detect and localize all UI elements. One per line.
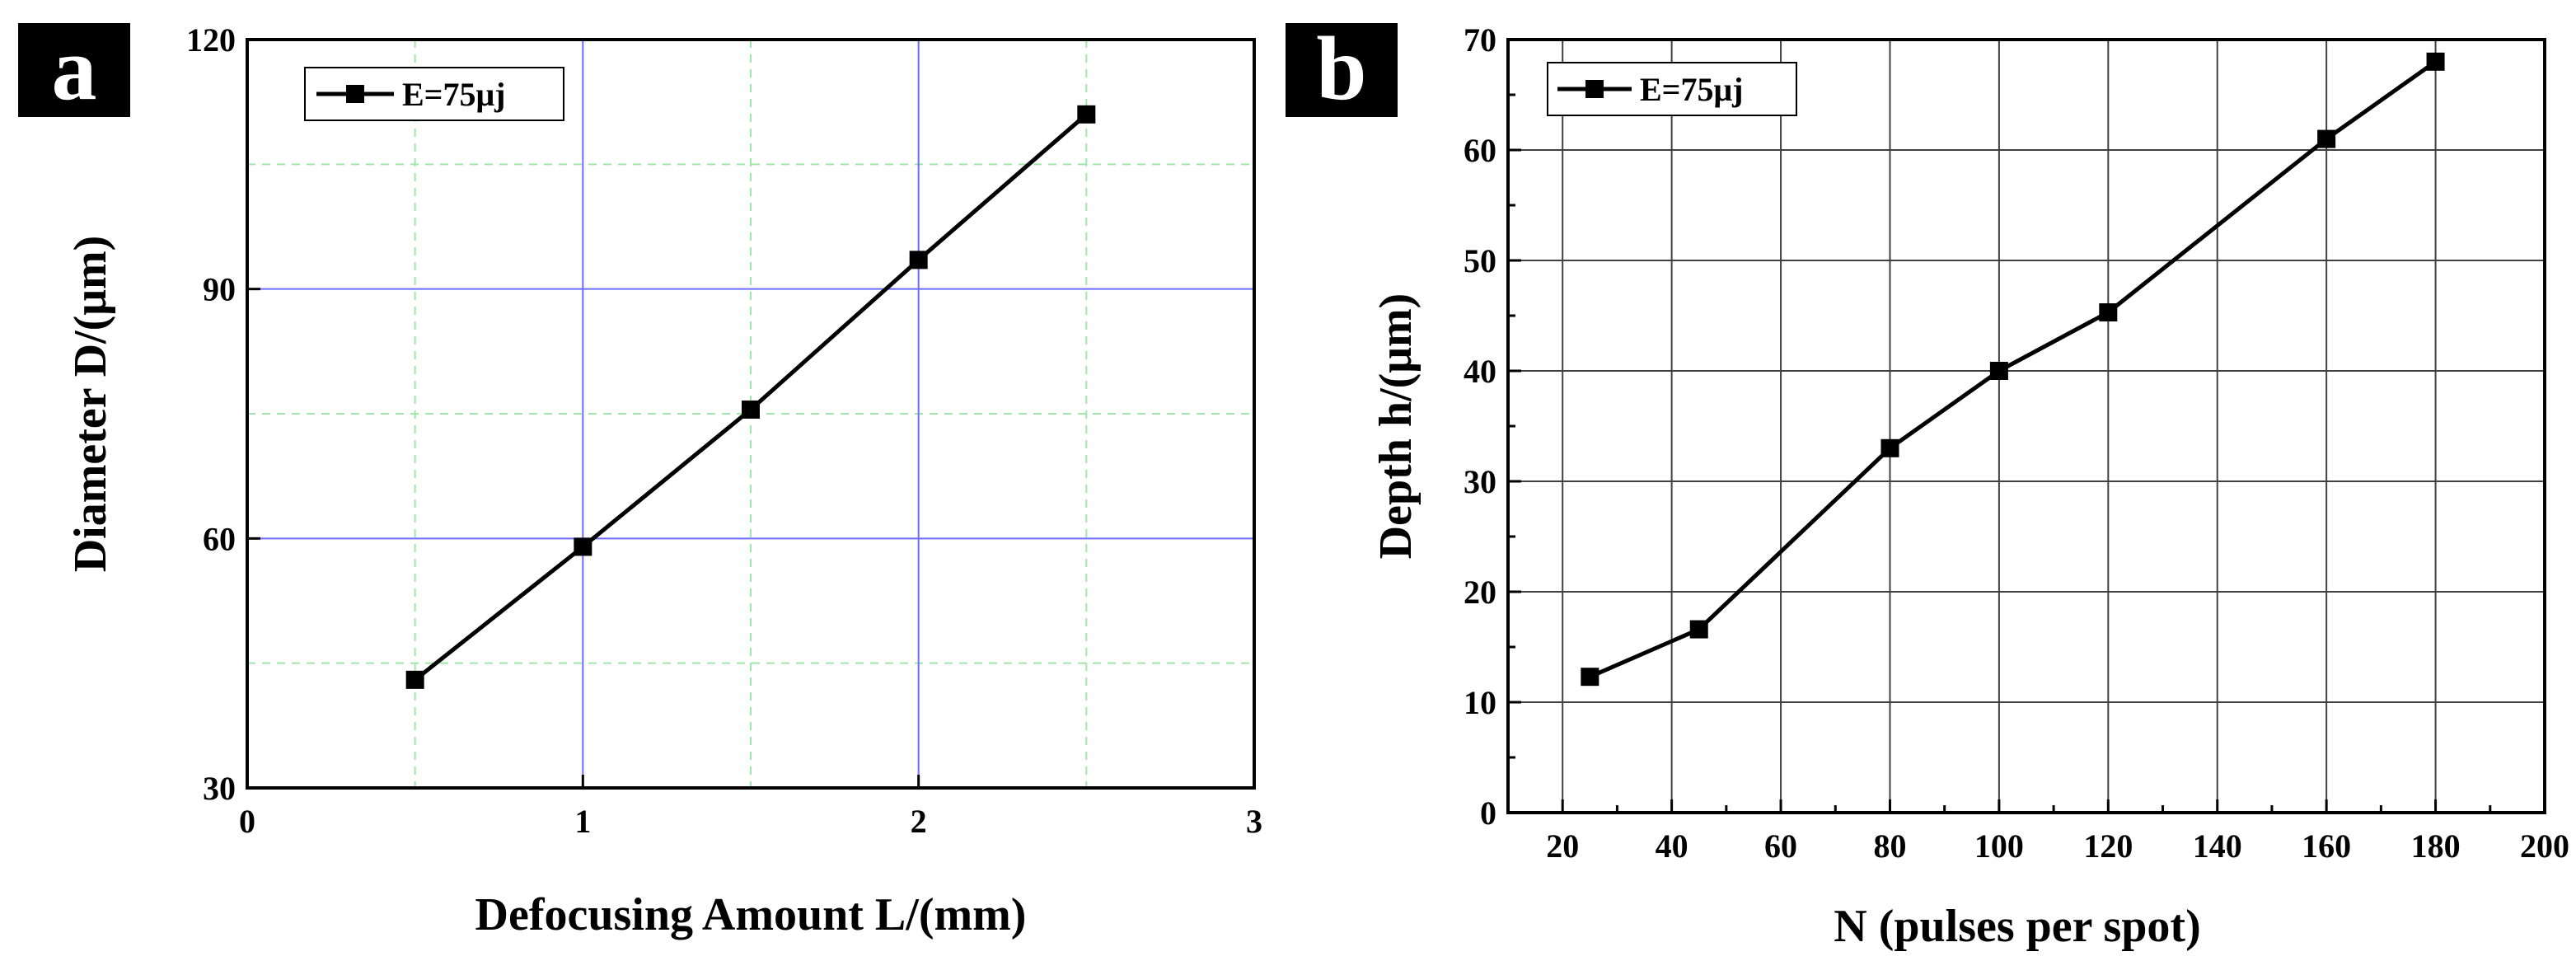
panel-a-letter: a	[52, 18, 97, 119]
panel-b-data-point	[1581, 668, 1599, 687]
panel-b-x-tick-label: 160	[2302, 827, 2351, 865]
panel-b-y-tick-label: 20	[1464, 574, 1496, 611]
panel-b-x-tick-label: 140	[2193, 827, 2242, 865]
panel-a-data-point	[574, 537, 592, 556]
panel-a-x-tick-label: 0	[239, 803, 255, 840]
panel-b-x-tick-label: 40	[1656, 827, 1688, 865]
panel-a-y-tick-label: 60	[203, 520, 236, 557]
panel-b-data-point	[1989, 362, 2008, 380]
panel-a-legend-label: E=75μj	[402, 76, 505, 113]
panel-b: b 20 40 60 80 100 120 140 160 180 200 0 10 20 30 40 50 6…	[1286, 18, 2569, 952]
panel-a-ticks: 0 1 2 3 30 60 90 120	[186, 21, 1262, 840]
panel-b-x-tick-label: 80	[1873, 827, 1906, 865]
panel-b-y-tick-label: 40	[1464, 353, 1496, 390]
panel-b-x-tick-label: 200	[2520, 827, 2569, 865]
panel-b-y-axis-label: Depth h/(μm)	[1370, 293, 1421, 560]
panel-a-x-tick-label: 3	[1246, 803, 1262, 840]
panel-b-data-point	[2099, 302, 2118, 321]
panel-b-grid	[1508, 40, 2545, 813]
panel-b-legend-label: E=75μj	[1640, 71, 1743, 108]
panel-a-data-point	[742, 400, 760, 419]
panel-b-legend-marker	[1585, 80, 1604, 98]
panel-b-y-tick-label: 30	[1464, 463, 1496, 500]
panel-b-data-point	[1880, 438, 1899, 457]
panel-b-y-tick-label: 70	[1464, 21, 1496, 59]
panel-b-badge	[1286, 23, 1398, 117]
panel-a-x-tick-label: 1	[574, 803, 591, 840]
panel-b-x-tick-label: 180	[2411, 827, 2461, 865]
panel-a-data-point	[909, 251, 928, 270]
panel-a-series	[405, 105, 1096, 689]
panel-a-y-tick-label: 90	[203, 271, 236, 308]
panel-b-x-axis-label: N (pulses per spot)	[1834, 901, 2200, 952]
panel-a-data-point	[1077, 105, 1096, 124]
panel-b-x-tick-label: 20	[1546, 827, 1579, 865]
panel-b-plot-frame	[1506, 38, 2546, 814]
panel-a-y-axis-label: Diameter D/(μm)	[65, 236, 116, 573]
panel-a-x-axis-label: Defocusing Amount L/(mm)	[475, 889, 1027, 940]
panel-a-y-tick-label: 120	[186, 21, 236, 59]
panel-a-legend-marker	[346, 85, 364, 103]
panel-a-y-tick-label: 30	[203, 770, 236, 807]
panel-b-x-tick-label: 120	[2083, 827, 2133, 865]
panel-b-x-tick-label: 60	[1764, 827, 1797, 865]
panel-b-data-point	[1689, 620, 1708, 639]
panel-b-y-tick-label: 50	[1464, 242, 1496, 279]
panel-a-x-tick-label: 2	[911, 803, 927, 840]
panel-b-letter: b	[1316, 18, 1366, 119]
panel-b-series	[1581, 52, 2445, 687]
panel-a-plot-frame	[246, 38, 1256, 790]
panel-a-badge	[18, 23, 130, 117]
panel-b-series-line	[1589, 59, 2438, 679]
panel-b-y-tick-label: 0	[1480, 795, 1496, 832]
panel-b-legend: E=75μj	[1547, 62, 1797, 116]
panel-b-data-point	[2426, 52, 2445, 71]
panel-a-legend-box	[304, 67, 564, 121]
panel-b-ticks: 20 40 60 80 100 120 140 160 180 200 0 10 20 30 40 50 60 7…	[1464, 21, 2569, 865]
panel-b-data-point	[2317, 129, 2336, 148]
panel-a: a 0 1 2 3 30 60 90 120 E=75μj Defocusing Amount…	[18, 18, 1262, 940]
panel-b-y-tick-label: 10	[1464, 684, 1496, 721]
panel-b-y-tick-label: 60	[1464, 132, 1496, 169]
panel-b-x-tick-label: 100	[1974, 827, 2024, 865]
panel-a-data-point	[405, 670, 424, 689]
panel-a-legend: E=75μj	[304, 67, 564, 121]
